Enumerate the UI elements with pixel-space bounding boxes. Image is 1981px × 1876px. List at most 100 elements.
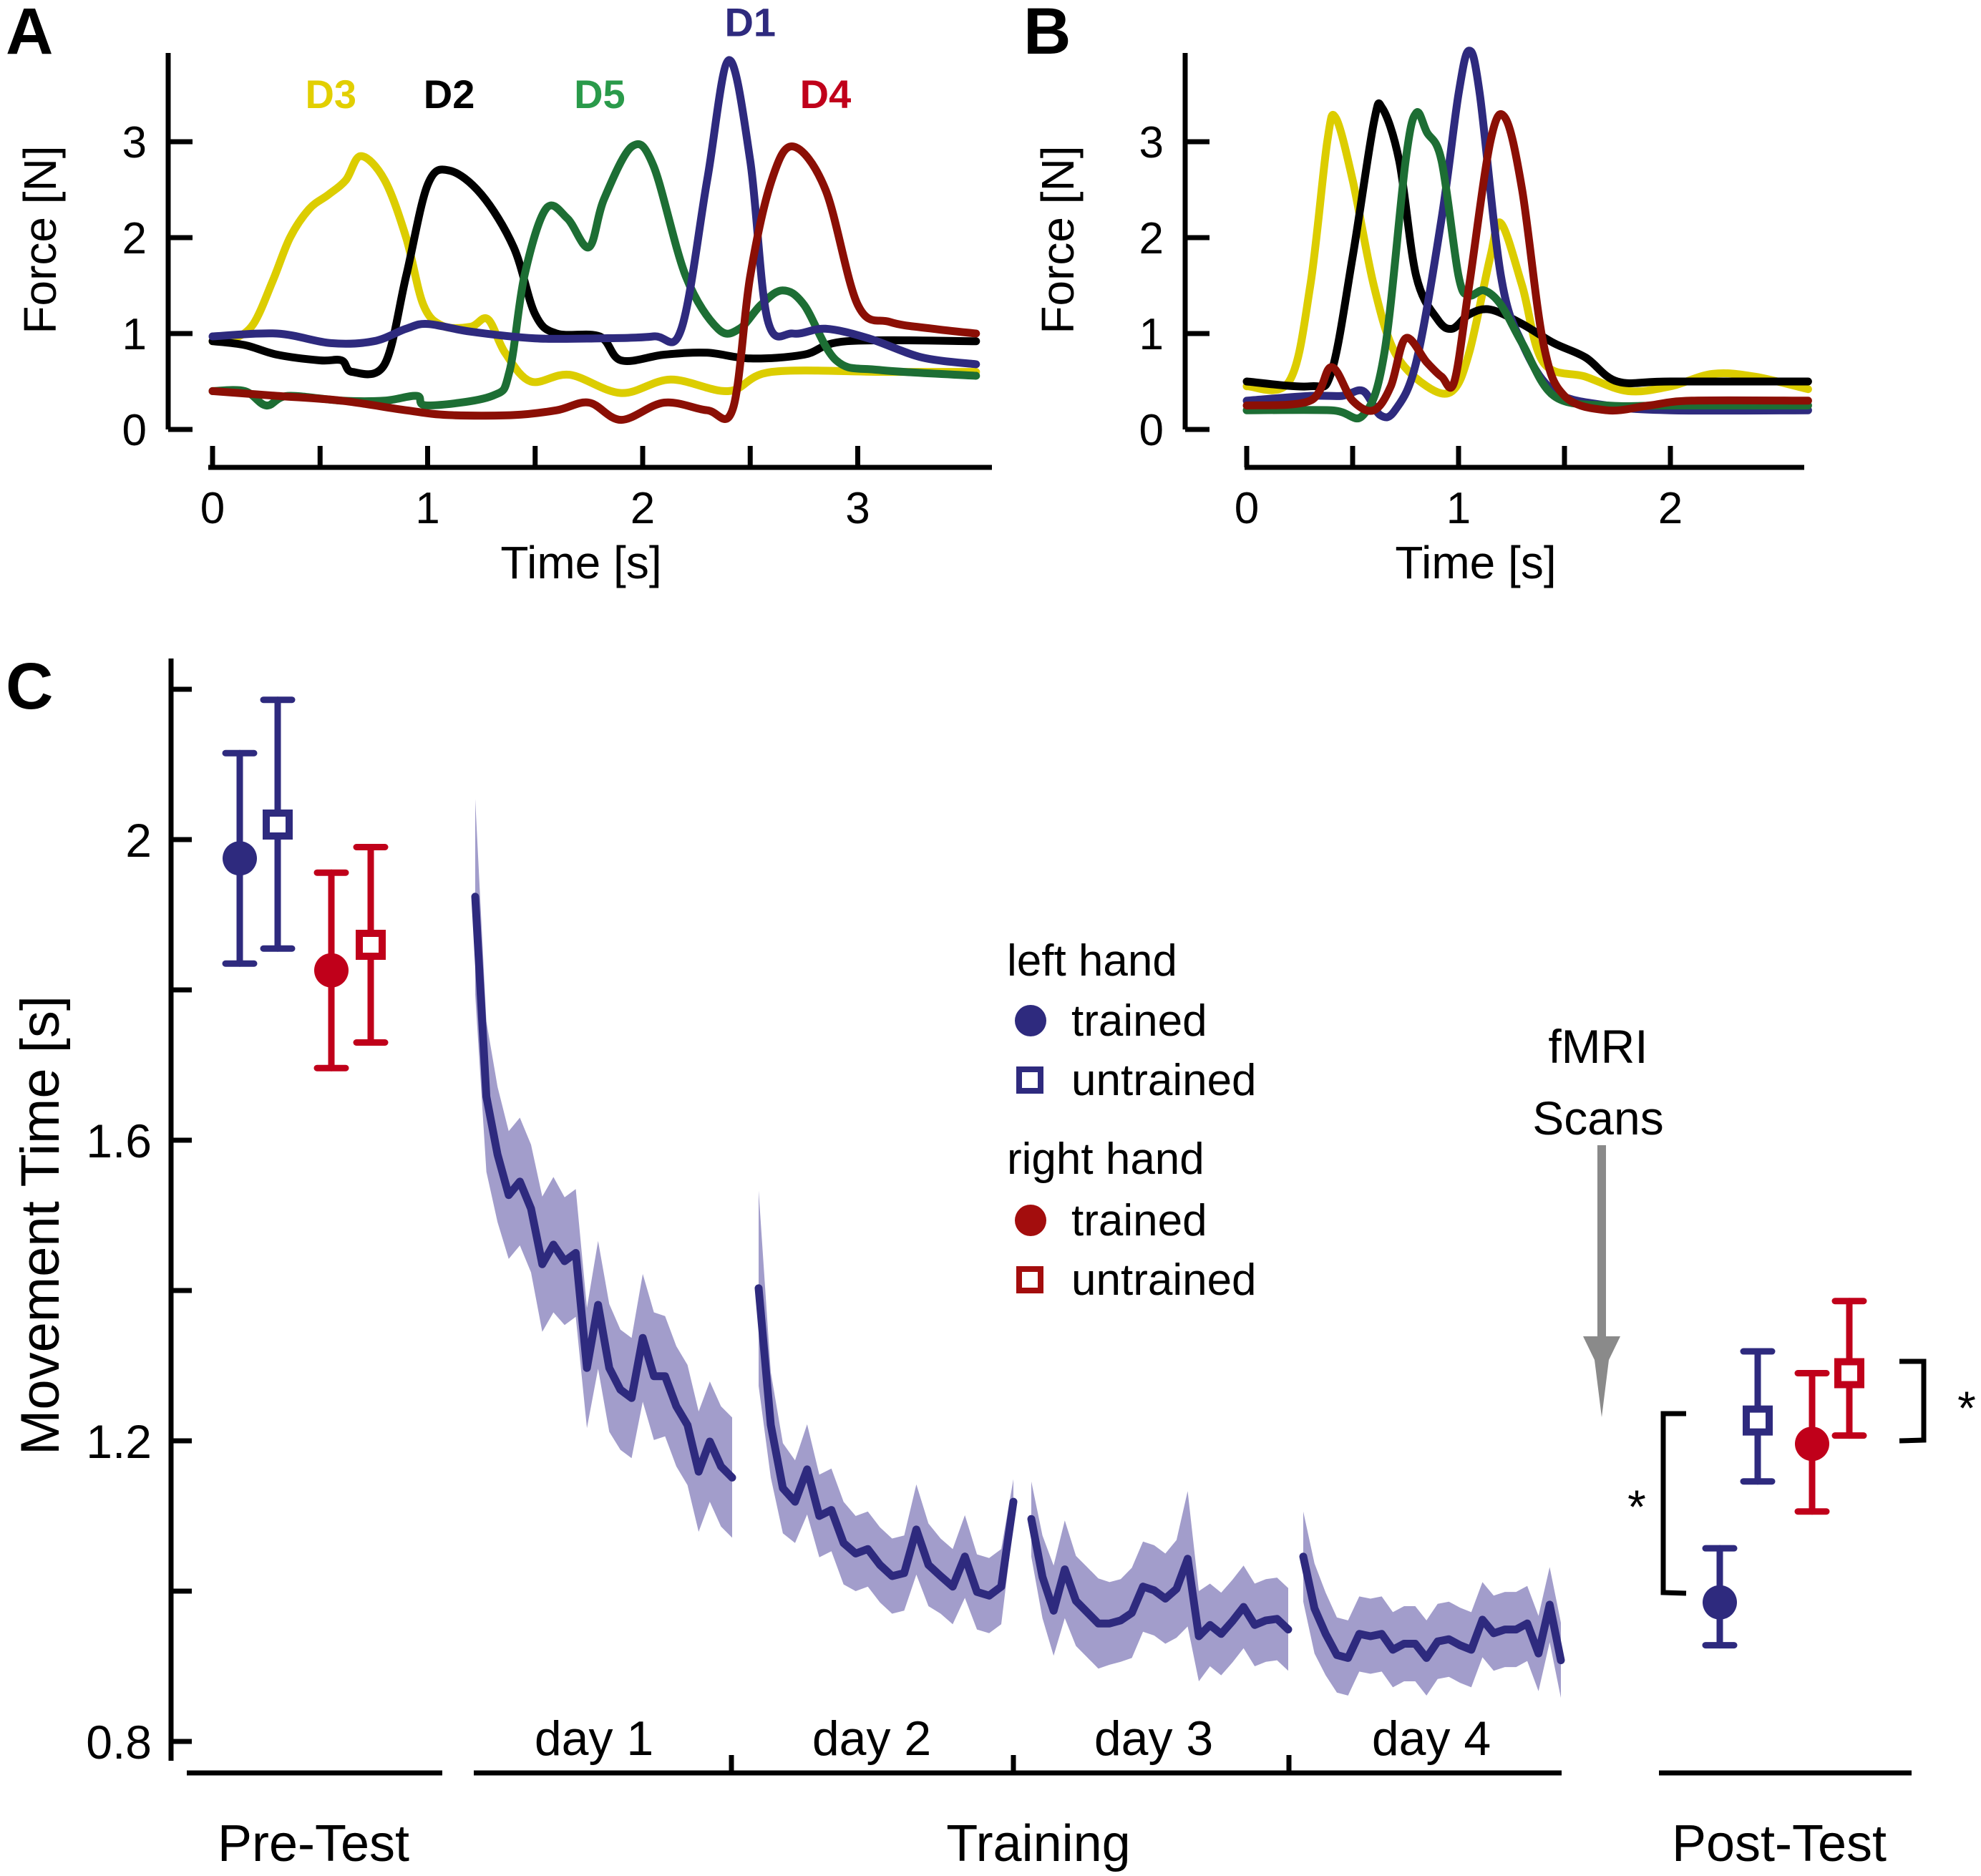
- legend-label-left-trained: trained: [1071, 996, 1207, 1046]
- phase-label-training: Training: [946, 1815, 1130, 1872]
- annotation-scans: Scans: [1532, 1092, 1663, 1144]
- significance-star-right: *: [1957, 1381, 1976, 1434]
- panel-label-a: A: [6, 0, 53, 68]
- y-tick-label: 1.2: [86, 1415, 152, 1468]
- marker-open-square: [1743, 1405, 1773, 1436]
- fmri-annotation: fMRI Scans: [1532, 1020, 1664, 1417]
- x-tick-label: 0: [1235, 484, 1259, 533]
- y-tick-label: 3: [122, 118, 147, 167]
- day-label-3: day 3: [1094, 1711, 1213, 1766]
- y-tick-label: 2: [122, 214, 147, 263]
- marker-open-square: [356, 930, 386, 960]
- legend-marker-left-untrained: [1016, 1066, 1043, 1094]
- force-trace-d2: [208, 165, 980, 379]
- significance-bracket-left: [1660, 1411, 1687, 1596]
- x-tick-label: 2: [631, 484, 655, 533]
- training-band-day-4: [1303, 1511, 1561, 1698]
- y-tick-label: 1.6: [86, 1114, 152, 1167]
- pre-test-point-left-trained: [222, 749, 258, 967]
- training-mean-day-3: [1027, 1515, 1293, 1641]
- panel-label-c: C: [6, 650, 53, 723]
- legend-title-right-hand: right hand: [1007, 1134, 1204, 1184]
- marker-filled-circle: [1795, 1427, 1829, 1462]
- post-test-point-left-untrained: [1740, 1348, 1776, 1485]
- y-tick-label: 0: [122, 406, 147, 455]
- panel-c: C Movement Time [s] 0.8 1.2 1.6 2 Pre-Test …: [6, 650, 1976, 1872]
- legend-label-left-untrained: untrained: [1071, 1056, 1257, 1105]
- training-bands: [475, 799, 1561, 1698]
- y-tick-label: 2: [1139, 214, 1164, 263]
- force-trace-d3: [1242, 110, 1812, 398]
- digit-label-d1: D1: [724, 0, 776, 45]
- phase-label-post-test: Post-Test: [1672, 1815, 1887, 1872]
- legend-label-right-trained: trained: [1071, 1196, 1207, 1245]
- force-trace-d4: [1242, 110, 1812, 415]
- training-mean-lines: [471, 893, 1565, 1665]
- pre-test-point-right-trained: [313, 869, 349, 1071]
- x-tick-label: 0: [200, 484, 225, 533]
- phase-label-pre-test: Pre-Test: [218, 1815, 409, 1872]
- digit-label-d5: D5: [574, 72, 626, 117]
- legend-marker-right-trained: [1015, 1205, 1046, 1236]
- y-tick-label: 1: [122, 310, 147, 359]
- panel-b: B Force [N] Time [s] 0 1 2 3 0 1 2: [1023, 0, 1812, 588]
- significance-markers: * *: [1627, 1359, 1976, 1596]
- training-mean-day-4: [1299, 1552, 1565, 1665]
- force-trace-d5: [208, 140, 980, 409]
- x-tick-label: 1: [1446, 484, 1471, 533]
- force-trace-d4: [208, 142, 980, 424]
- x-axis-title-a: Time [s]: [500, 537, 661, 588]
- marker-open-square: [1834, 1358, 1864, 1389]
- x-tick-label: 1: [415, 484, 439, 533]
- x-axis-title-b: Time [s]: [1395, 537, 1556, 588]
- arrow-down-icon: [1583, 1336, 1620, 1417]
- significance-bracket-right: [1899, 1359, 1927, 1444]
- y-tick-label: 1: [1139, 310, 1164, 359]
- post-test-point-right-untrained: [1831, 1298, 1867, 1439]
- legend-label-right-untrained: untrained: [1071, 1255, 1257, 1305]
- axes-a: 0 1 2 3 0 1 2 3: [122, 53, 992, 533]
- training-mean-day-1: [471, 893, 736, 1482]
- y-tick-label: 2: [125, 814, 152, 867]
- digit-labels-a: D3 D2 D5 D1 D4: [305, 0, 851, 117]
- marker-filled-circle: [223, 841, 257, 876]
- significance-star-left: *: [1627, 1480, 1646, 1533]
- axes-c: 0.8 1.2 1.6 2: [86, 658, 1912, 1776]
- traces-b: [1242, 47, 1812, 423]
- annotation-fmri: fMRI: [1548, 1020, 1647, 1073]
- y-tick-label: 0.8: [86, 1716, 152, 1769]
- force-trace-d2: [1242, 99, 1812, 391]
- day-label-1: day 1: [535, 1711, 653, 1766]
- marker-open-square: [263, 810, 293, 840]
- y-tick-label: 0: [1139, 406, 1164, 455]
- post-test-point-left-trained: [1702, 1545, 1738, 1649]
- legend-marker-right-untrained: [1016, 1266, 1043, 1293]
- day-label-2: day 2: [812, 1711, 931, 1766]
- pre-test-point-left-untrained: [260, 696, 296, 952]
- training-band-day-1: [475, 799, 732, 1538]
- training-mean-day-2: [754, 1284, 1018, 1600]
- pre-test-point-right-untrained: [353, 844, 389, 1046]
- digit-label-d2: D2: [424, 72, 475, 117]
- digit-label-d4: D4: [800, 72, 852, 117]
- axes-b: 0 1 2 3 0 1 2: [1139, 53, 1804, 533]
- test-points: [222, 696, 1867, 1649]
- legend-title-left-hand: left hand: [1007, 936, 1177, 986]
- panel-label-b: B: [1023, 0, 1071, 68]
- marker-filled-circle: [1703, 1585, 1737, 1620]
- x-tick-label: 2: [1658, 484, 1683, 533]
- legend-marker-left-trained: [1015, 1005, 1046, 1036]
- y-axis-title-b: Force [N]: [1032, 145, 1084, 334]
- post-test-point-right-trained: [1794, 1370, 1830, 1515]
- marker-filled-circle: [314, 953, 349, 988]
- digit-label-d3: D3: [305, 72, 356, 117]
- panel-a: A Force [N] Time [s] 0 1 2 3 0 1 2 3 D3 D2 D5 D1 D4: [6, 0, 992, 588]
- phase-axis: Pre-Test Training Post-Test day 1 day 2 …: [218, 1711, 1887, 1872]
- y-axis-title-c: Movement Time [s]: [10, 996, 71, 1455]
- day-label-4: day 4: [1372, 1711, 1491, 1766]
- traces-a: [208, 56, 980, 424]
- training-band-day-2: [759, 1190, 1013, 1633]
- y-tick-label: 3: [1139, 118, 1164, 167]
- legend: left hand trained untrained right hand t…: [1007, 936, 1257, 1305]
